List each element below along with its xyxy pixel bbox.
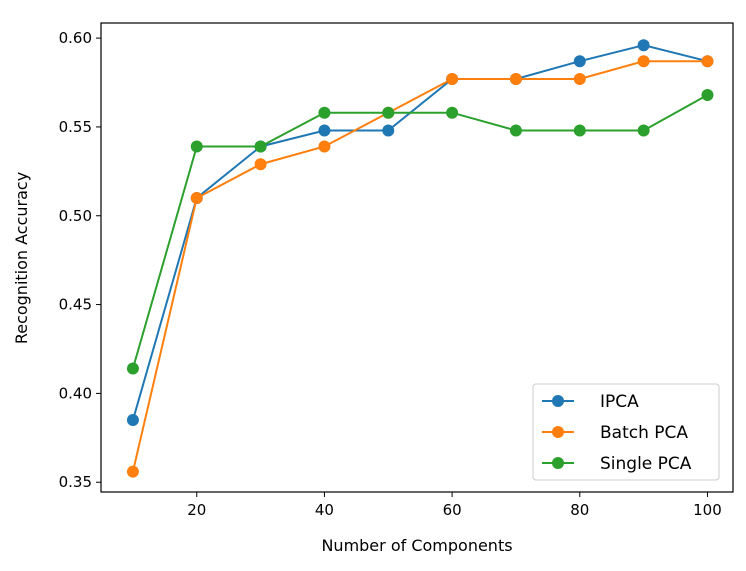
series-line-batch-pca — [131, 60, 708, 472]
data-point-single-pca — [637, 124, 650, 137]
data-point-batch-pca — [446, 72, 459, 85]
x-tick-label: 100 — [693, 501, 722, 519]
data-point-single-pca — [318, 106, 331, 119]
data-point-batch-pca — [126, 465, 139, 478]
data-point-batch-pca — [190, 191, 203, 204]
series-single-pca — [126, 88, 714, 375]
data-point-ipca — [382, 124, 395, 137]
legend-label-ipca: IPCA — [600, 392, 639, 412]
data-point-single-pca — [254, 140, 267, 153]
legend-label-batch-pca: Batch PCA — [600, 423, 688, 443]
y-tick-label: 0.40 — [59, 384, 92, 402]
data-point-batch-pca — [254, 158, 267, 171]
y-tick-label: 0.50 — [59, 207, 92, 225]
data-point-single-pca — [126, 362, 139, 375]
y-tick-label: 0.35 — [59, 473, 92, 491]
series-line-ipca — [131, 44, 708, 421]
data-point-ipca — [318, 124, 331, 137]
series-line-single-pca — [131, 94, 708, 369]
data-point-batch-pca — [509, 72, 522, 85]
y-tick-label: 0.60 — [59, 29, 92, 47]
legend-label-single-pca: Single PCA — [600, 454, 692, 474]
x-tick-label: 20 — [187, 501, 206, 519]
data-point-batch-pca — [573, 72, 586, 85]
series-layer — [126, 39, 714, 478]
legend-marker-batch-pca — [552, 426, 564, 438]
x-tick-label: 80 — [570, 501, 589, 519]
data-point-ipca — [637, 39, 650, 52]
x-axis-label: Number of Components — [321, 536, 512, 555]
x-tick-label: 40 — [315, 501, 334, 519]
x-tick-label: 60 — [443, 501, 462, 519]
data-point-single-pca — [382, 106, 395, 119]
data-point-single-pca — [509, 124, 522, 137]
data-point-single-pca — [573, 124, 586, 137]
legend: IPCA Batch PCA Single PCA — [532, 383, 720, 481]
data-point-batch-pca — [637, 55, 650, 68]
x-axis: 20 40 60 80 100 — [187, 492, 722, 519]
data-point-ipca — [126, 414, 139, 427]
plot-frame — [100, 22, 734, 493]
data-point-batch-pca — [318, 140, 331, 153]
y-axis: 0.35 0.40 0.45 0.50 0.55 0.60 — [59, 29, 101, 491]
legend-marker-ipca — [552, 395, 564, 407]
y-tick-label: 0.55 — [59, 118, 92, 136]
y-axis-label: Recognition Accuracy — [12, 172, 31, 344]
data-point-batch-pca — [701, 55, 714, 68]
data-point-single-pca — [190, 140, 203, 153]
data-point-ipca — [573, 55, 586, 68]
data-point-single-pca — [701, 88, 714, 101]
y-tick-label: 0.45 — [59, 296, 92, 314]
legend-box — [532, 383, 720, 481]
data-point-single-pca — [446, 106, 459, 119]
legend-marker-single-pca — [552, 457, 564, 469]
